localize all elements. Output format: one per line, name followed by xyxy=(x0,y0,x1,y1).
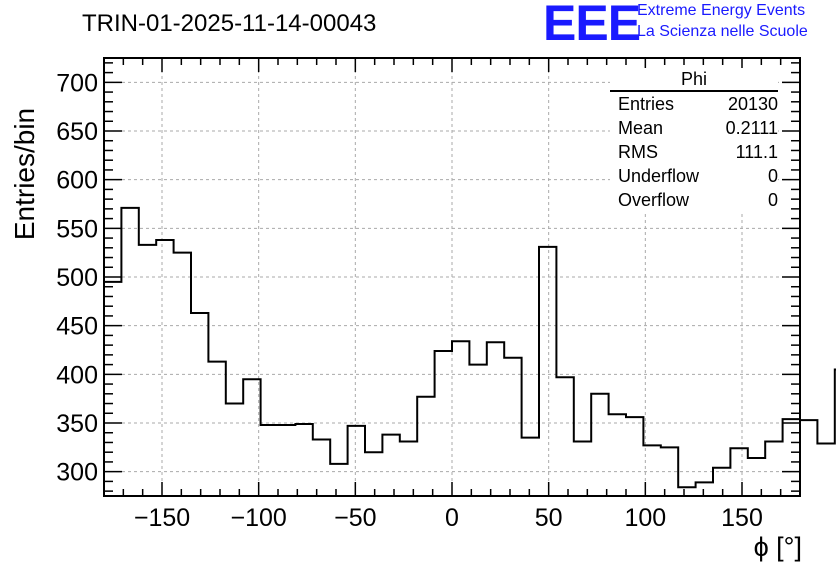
histogram-series xyxy=(104,206,836,489)
plot-frame xyxy=(103,57,801,497)
stats-label: Overflow xyxy=(618,190,690,210)
y-tick-label: 700 xyxy=(56,69,98,97)
y-tick-label: 550 xyxy=(56,215,98,243)
stats-label: Underflow xyxy=(618,166,700,186)
stats-label: RMS xyxy=(618,142,658,162)
stats-value: 0 xyxy=(767,190,778,210)
x-tick-label: 0 xyxy=(445,504,459,532)
axis-ticks xyxy=(104,58,800,496)
x-tick-label: 50 xyxy=(535,504,563,532)
stats-value: 0.2111 xyxy=(725,118,778,138)
stats-row-entries: Entries 20130 xyxy=(610,92,778,116)
tick-labels: −150 −100 −50 0 50 100 150 300 350 400 450 500 550 60… xyxy=(56,69,763,532)
x-axis-label: ϕ [°] xyxy=(753,532,802,562)
y-axis-label: Entries/bin xyxy=(9,107,40,241)
eee-logo: EEE xyxy=(543,0,641,51)
logo-subtitle-2: La Scienza nelle Scuole xyxy=(637,23,808,40)
stats-value: 20130 xyxy=(727,94,778,114)
stats-title: Phi xyxy=(610,68,778,92)
y-tick-label: 400 xyxy=(56,361,98,389)
y-tick-label: 350 xyxy=(56,410,98,438)
stats-value: 0 xyxy=(767,166,778,186)
stats-label: Mean xyxy=(618,118,664,138)
stats-row-overflow: Overflow 0 xyxy=(610,188,778,212)
x-tick-label: 100 xyxy=(624,504,666,532)
logo-subtitle-1: Extreme Energy Events xyxy=(637,2,806,19)
stats-box: Phi Entries 20130 Mean 0.2111 RMS 111.1 Und… xyxy=(610,68,778,212)
stats-value: 111.1 xyxy=(735,142,778,162)
y-tick-label: 300 xyxy=(56,459,98,487)
x-tick-label: −50 xyxy=(334,504,376,532)
y-tick-label: 600 xyxy=(56,167,98,195)
stats-row-underflow: Underflow 0 xyxy=(610,164,778,188)
x-tick-label: 150 xyxy=(721,504,763,532)
plot-title: TRIN-01-2025-11-14-00043 xyxy=(82,10,377,37)
y-tick-label: 500 xyxy=(56,264,98,292)
stats-label: Entries xyxy=(618,94,675,114)
x-tick-label: −150 xyxy=(134,504,190,532)
stats-row-mean: Mean 0.2111 xyxy=(610,116,778,140)
y-tick-label: 650 xyxy=(56,118,98,146)
stats-row-rms: RMS 111.1 xyxy=(610,140,778,164)
y-tick-label: 450 xyxy=(56,313,98,341)
grid xyxy=(104,58,800,496)
x-tick-label: −100 xyxy=(231,504,287,532)
